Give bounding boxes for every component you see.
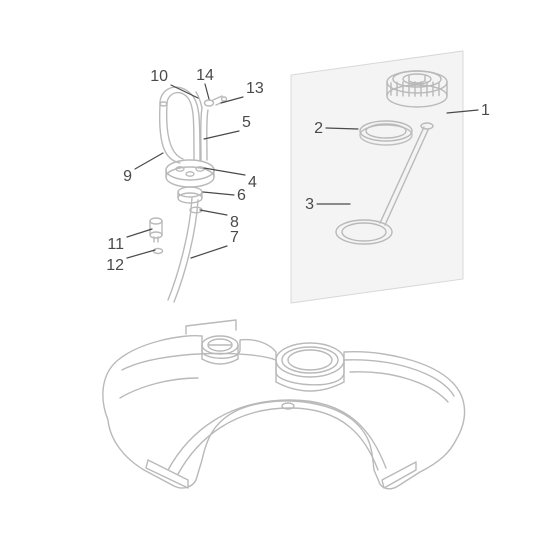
callout-label-3: 3 <box>305 196 314 213</box>
callout-label-6: 6 <box>237 187 246 204</box>
callout-label-7: 7 <box>230 229 239 246</box>
callout-label-11: 11 <box>107 236 124 253</box>
inset-panel <box>291 51 463 303</box>
callout-label-9: 9 <box>123 168 132 185</box>
callout-label-5: 5 <box>242 114 251 131</box>
callout-label-12: 12 <box>106 257 124 274</box>
callout-label-1: 1 <box>481 102 490 119</box>
callout-label-10: 10 <box>150 68 168 85</box>
callout-label-13: 13 <box>246 80 264 97</box>
callout-label-14: 14 <box>196 67 214 84</box>
callout-label-4: 4 <box>248 174 257 191</box>
callout-label-8: 8 <box>230 214 239 231</box>
callout-label-2: 2 <box>314 120 323 137</box>
